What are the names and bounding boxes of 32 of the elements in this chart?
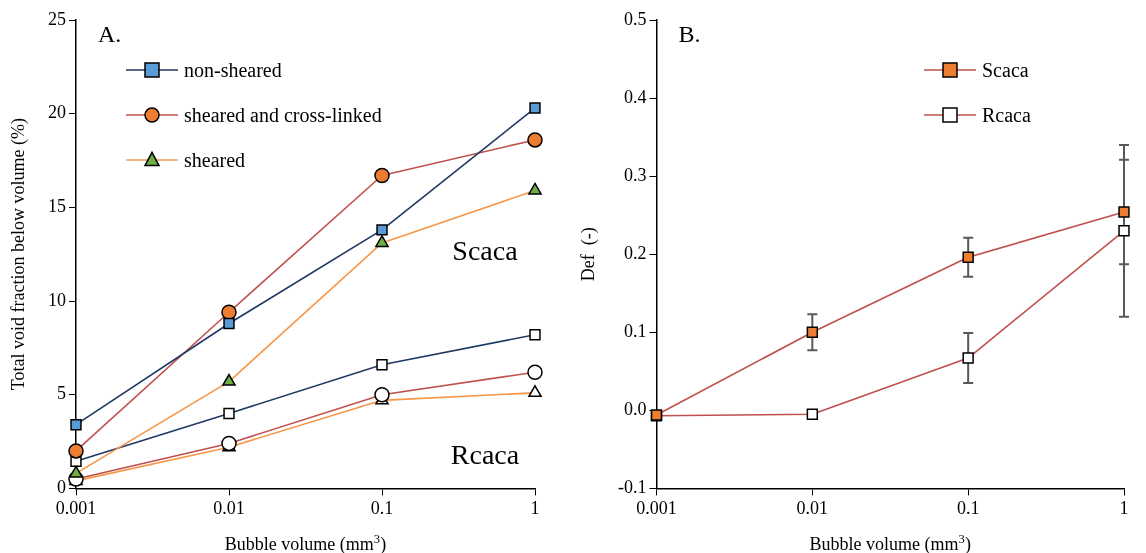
y-tick-label: 10 — [48, 289, 66, 310]
chart-title: A. — [98, 21, 122, 47]
y-tick-label: -0.1 — [617, 477, 647, 498]
x-tick-label: 1 — [530, 497, 540, 518]
x-tick-label: 0.001 — [55, 497, 97, 518]
y-tick-label: 15 — [48, 196, 66, 217]
x-tick-label: 1 — [1119, 497, 1129, 518]
annotation: Scaca — [452, 235, 519, 266]
y-tick-label: 0 — [57, 477, 66, 498]
y-tick-label: 20 — [48, 102, 66, 123]
legend-label: Rcaca — [982, 104, 1031, 126]
x-tick-label: 0.001 — [636, 497, 677, 518]
y-tick-label: 0.1 — [623, 321, 647, 341]
legend-label: sheared — [184, 149, 246, 171]
y-axis-title: Total void fraction below volume (%) — [8, 118, 29, 391]
x-tick-label: 0.1 — [956, 497, 980, 518]
legend-label: non-sheared — [184, 59, 282, 81]
y-tick-label: 5 — [57, 383, 66, 404]
y-tick-label: 0.0 — [623, 399, 647, 420]
chart-title: B. — [678, 21, 701, 47]
y-tick-label: 0.3 — [623, 164, 647, 185]
y-axis-title: Def (-) — [578, 227, 599, 282]
annotation: Rcaca — [450, 439, 520, 471]
x-tick-label: 0.1 — [370, 497, 394, 518]
x-tick-label: 0.01 — [796, 497, 829, 518]
y-tick-label: 0.4 — [623, 86, 647, 107]
y-tick-label: 0.2 — [623, 242, 647, 263]
y-tick-label: 25 — [48, 8, 66, 29]
legend-label: Scaca — [982, 59, 1029, 81]
y-tick-label: 0.5 — [623, 8, 647, 29]
x-tick-label: 0.01 — [213, 497, 245, 518]
legend-label: sheared and cross-linked — [184, 104, 382, 126]
